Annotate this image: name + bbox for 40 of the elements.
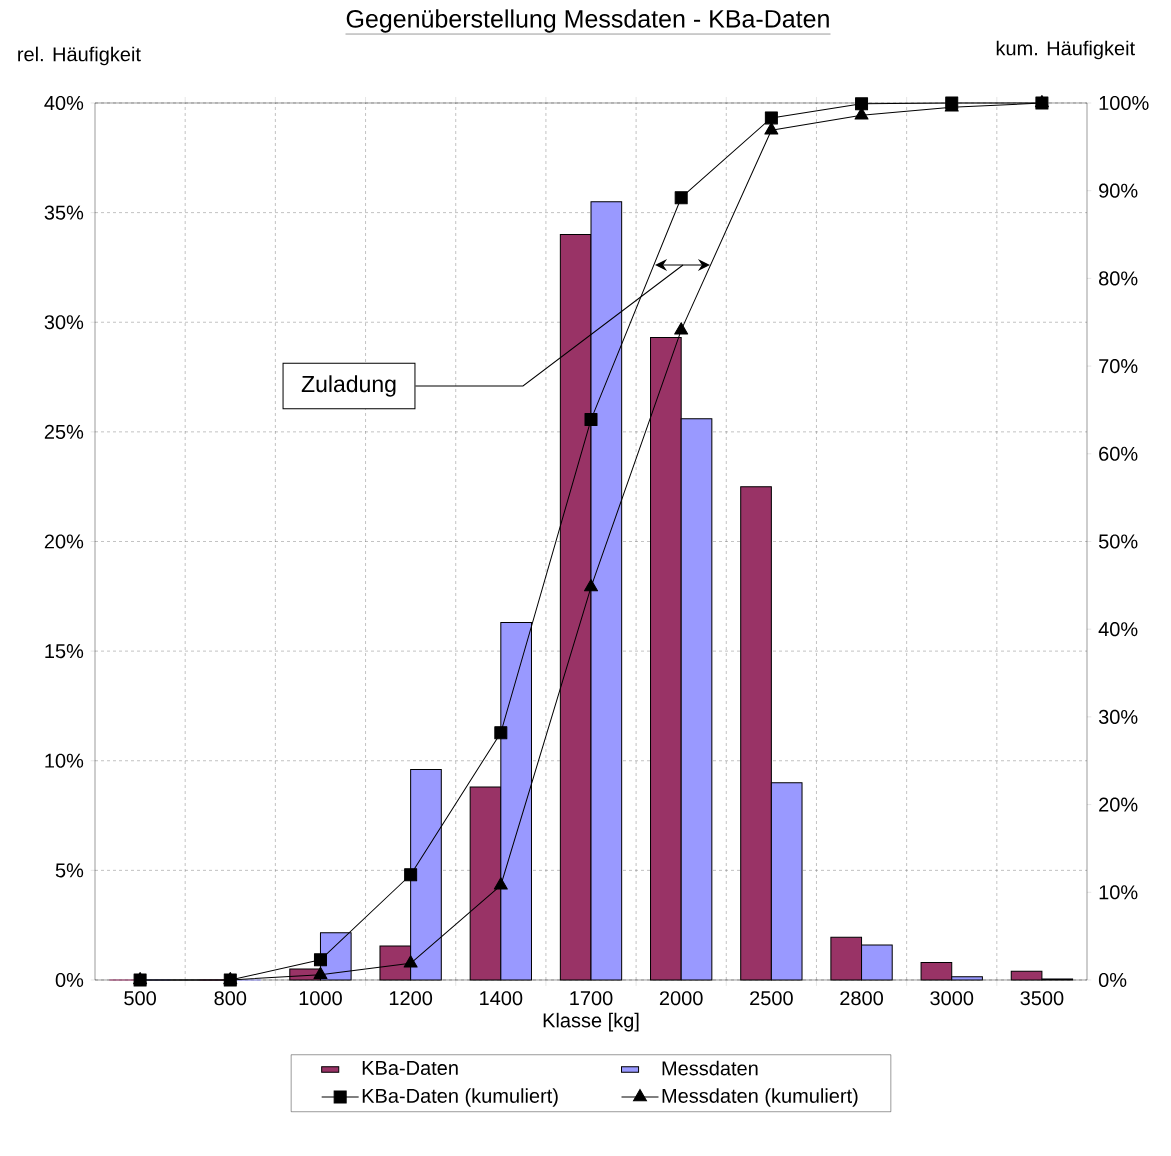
x-tick-label: 3000	[930, 991, 974, 1006]
y-tick-label: 20%	[44, 534, 84, 549]
x-tick-label: 3500	[1020, 991, 1064, 1006]
y2-tick-label: 60%	[1099, 446, 1138, 461]
y2-tick-label: 90%	[1099, 183, 1138, 198]
x-tick-label: 500	[124, 991, 156, 1006]
x-tick-label: 1200	[389, 991, 433, 1006]
y2-tick-label: 50%	[1098, 534, 1138, 549]
y-tick-label: 25%	[44, 424, 84, 439]
y2-tick-label: 40%	[1098, 622, 1138, 637]
x-tick-label: 2800	[840, 991, 883, 1006]
y-tick-label: 35%	[44, 205, 84, 220]
x-tick-label: 2000	[659, 991, 703, 1006]
annotation: Zuladung	[301, 375, 396, 397]
legend-label: KBa-Daten	[362, 1061, 458, 1076]
chart-title: Gegenüberstellung Messdaten - KBa-Daten	[346, 9, 829, 33]
y2-tick-label: 100%	[1099, 95, 1149, 111]
y2-tick-label: 20%	[1099, 797, 1138, 812]
y-tick-label: 5%	[55, 863, 84, 878]
y2-tick-label: 10%	[1099, 885, 1138, 900]
y-tick-label: 10%	[45, 753, 84, 768]
y-axis-title: rel. Häufigkeit	[18, 46, 141, 66]
legend-label: Messdaten	[662, 1060, 758, 1076]
legend-label: KBa-Daten (kumuliert)	[362, 1088, 558, 1107]
y-tick-label: 0%	[55, 972, 84, 988]
x-tick-label: 2500	[750, 991, 793, 1006]
y2-tick-label: 80%	[1099, 271, 1138, 286]
y2-tick-label: 30%	[1098, 709, 1138, 724]
x-tick-label: 1700	[570, 991, 613, 1006]
legend-label: Messdaten (kumuliert)	[662, 1088, 858, 1107]
y-tick-label: 40%	[44, 95, 84, 111]
x-axis-title: Klasse [kg]	[543, 1012, 639, 1032]
x-tick-label: 1400	[480, 991, 523, 1006]
x-tick-label: 800	[214, 991, 247, 1006]
y2-tick-label: 0%	[1098, 972, 1127, 988]
y2-axis-title: kum. Häufigkeit	[996, 40, 1135, 60]
y2-tick-label: 70%	[1099, 359, 1138, 374]
y-tick-label: 15%	[45, 644, 84, 659]
x-tick-label: 1000	[299, 991, 342, 1006]
y-tick-label: 30%	[44, 315, 84, 330]
